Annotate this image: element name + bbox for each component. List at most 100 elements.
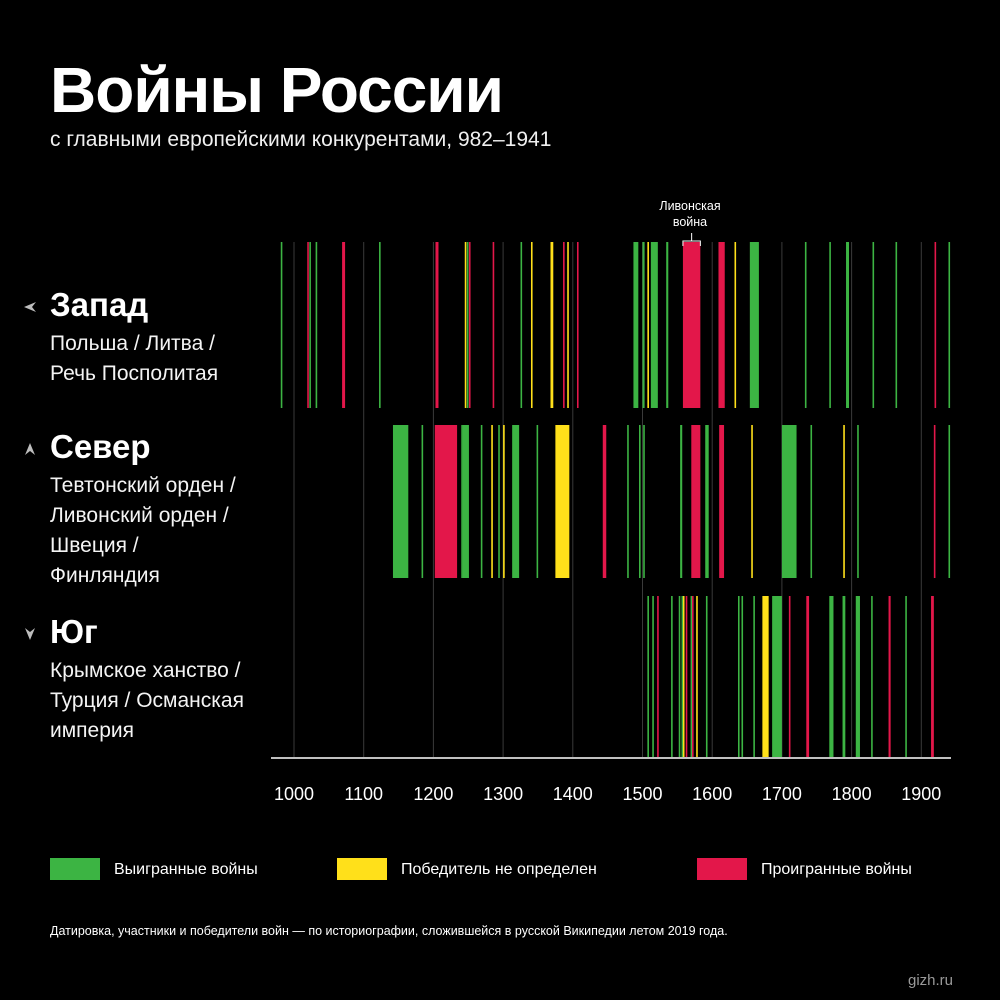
war-bar-west-1512-won [650, 242, 658, 408]
war-bar-west-1500-won [642, 242, 645, 408]
war-bar-north-1240-won [461, 425, 463, 578]
war-bar-west-1792-won [846, 242, 848, 408]
x-tick-label-1900: 1900 [901, 784, 941, 804]
war-bar-south-1686-won [772, 596, 782, 757]
x-axis-ticks: 1000 1100 1200 1300 1400 1500 1600 1700 1800 1900 [274, 784, 941, 804]
war-bar-south-1806-won [855, 596, 860, 757]
annotation-label-line: Ливонская [659, 199, 720, 213]
war-bar-south-1514-won [652, 596, 654, 757]
war-bar-north-1554-won [680, 425, 683, 578]
war-bar-south-1853-lost [888, 596, 891, 757]
x-tick-label-1300: 1300 [483, 784, 523, 804]
war-bar-north-1293-won [498, 425, 500, 578]
war-bar-west-1863-won [895, 242, 898, 408]
war-bar-north-1808-won [857, 425, 859, 578]
war-bar-west-1069-lost [342, 242, 344, 408]
war-bar-west-1392-undetermined [567, 242, 569, 408]
war-bar-west-1487-won [633, 242, 639, 408]
legend-won: Выигранные войны [50, 858, 290, 882]
region-north: Север Тевтонский орден / Ливонский орден… [0, 428, 290, 587]
war-bar-south-1787-won [842, 596, 846, 757]
war-bar-south-1569-won [690, 596, 693, 757]
x-tick-label-1500: 1500 [622, 784, 662, 804]
arrow-up-icon [25, 443, 35, 455]
region-west-name: Запад [50, 286, 149, 323]
war-bar-north-1142-won [392, 425, 409, 578]
war-bar-west-1507-undetermined [647, 242, 649, 408]
war-bar-south-1877-won [905, 596, 907, 757]
war-bar-north-1183-won [421, 425, 424, 578]
war-bar-west-1071-lost [343, 242, 346, 408]
war-bar-west-1205-lost [436, 242, 439, 408]
war-bar-west-1022-won [309, 242, 311, 408]
war-bar-north-1202-lost [434, 425, 458, 578]
war-bar-west-1340-undetermined [530, 242, 533, 408]
war-bar-south-1507-won [647, 596, 649, 757]
war-bar-west-1019-lost [307, 242, 309, 408]
war-bar-north-1348-won [536, 425, 539, 578]
war-bar-west-1285-lost [492, 242, 495, 408]
war-bar-south-1591-won [705, 596, 708, 757]
x-tick-label-1700: 1700 [762, 784, 802, 804]
war-bar-north-1268-won [480, 425, 483, 578]
war-bar-west-1368-undetermined [550, 242, 554, 408]
war-bar-west-1251-lost [468, 242, 471, 408]
war-bar-north-1590-won [705, 425, 709, 578]
legend-label-lost: Проигранные войны [761, 861, 912, 878]
war-bar-north-1656-undetermined [751, 425, 753, 578]
x-tick-label-1000: 1000 [274, 784, 314, 804]
region-north-line: Ливонский орден / [50, 504, 229, 527]
war-bar-west-1733-won [804, 242, 807, 408]
war-bar-south-1735-lost [806, 596, 810, 757]
war-bar-south-1914-lost [931, 596, 934, 757]
annotation-label-line: война [673, 215, 707, 229]
region-west-line: Польша / Литва / [50, 332, 215, 355]
war-bar-north-1939-won [948, 425, 951, 578]
war-bar-south-1768-won [829, 596, 834, 757]
region-north-name: Север [50, 428, 151, 465]
region-west-description: Польша / Литва / Речь Посполитая [50, 329, 218, 389]
war-bar-west-981-won [280, 242, 283, 408]
war-bar-north-1700-won [781, 425, 797, 578]
war-bar-west-1609-lost [718, 242, 725, 408]
region-north-line: Тевтонский орден / [50, 474, 236, 497]
war-bar-west-1768-won [829, 242, 831, 408]
x-tick-label-1100: 1100 [344, 784, 383, 804]
war-bar-west-1406-lost [576, 242, 579, 408]
war-bar-north-1300-undetermined [503, 425, 505, 578]
war-bar-west-1794-won [847, 242, 850, 408]
war-bar-west-1325-won [520, 242, 523, 408]
arrow-left-icon [24, 302, 36, 312]
war-bar-north-1788-undetermined [843, 425, 845, 578]
region-south-line: империя [50, 719, 134, 742]
region-south-line: Крымское ханство / [50, 659, 241, 682]
war-bar-west-1830-won [872, 242, 875, 408]
legend-lost: Проигранные войны [697, 858, 937, 882]
legend-label-won: Выигранные войны [114, 861, 258, 878]
region-south: Юг Крымское ханство / Турция / Османская… [0, 614, 290, 744]
chart-title: Войны России [50, 54, 504, 126]
war-bar-south-1710-lost [788, 596, 791, 757]
source-link[interactable]: gizh.ru [908, 972, 954, 989]
war-bar-south-1642-won [741, 596, 744, 757]
war-bar-south-1558-undetermined [682, 596, 685, 757]
chart-subtitle: с главными европейскими конкурентами, 98… [50, 128, 552, 151]
war-bar-north-1501-won [643, 425, 645, 578]
war-bar-south-1552-won [678, 596, 681, 757]
war-bar-north-1495-won [639, 425, 641, 578]
war-bar-north-1283-undetermined [491, 425, 493, 578]
x-tick-label-1200: 1200 [413, 784, 453, 804]
region-west-line: Речь Посполитая [50, 362, 219, 385]
war-bar-south-1556-won [681, 596, 684, 757]
war-bar-south-1637-won [737, 596, 740, 757]
war-bar-north-1242-won [462, 425, 469, 578]
war-bar-west-1534-won [666, 242, 669, 408]
region-south-line: Турция / Османская [50, 689, 244, 712]
war-bar-west-1558-lost [682, 242, 701, 408]
livonian-war-annotation: Ливонская война [659, 199, 721, 246]
region-west: Запад Польша / Литва / Речь Посполитая [0, 287, 290, 387]
war-bar-south-1672-undetermined [762, 596, 769, 757]
war-bar-south-1562-lost [685, 596, 688, 757]
war-bar-south-1659-won [753, 596, 755, 757]
region-south-name: Юг [50, 613, 98, 650]
